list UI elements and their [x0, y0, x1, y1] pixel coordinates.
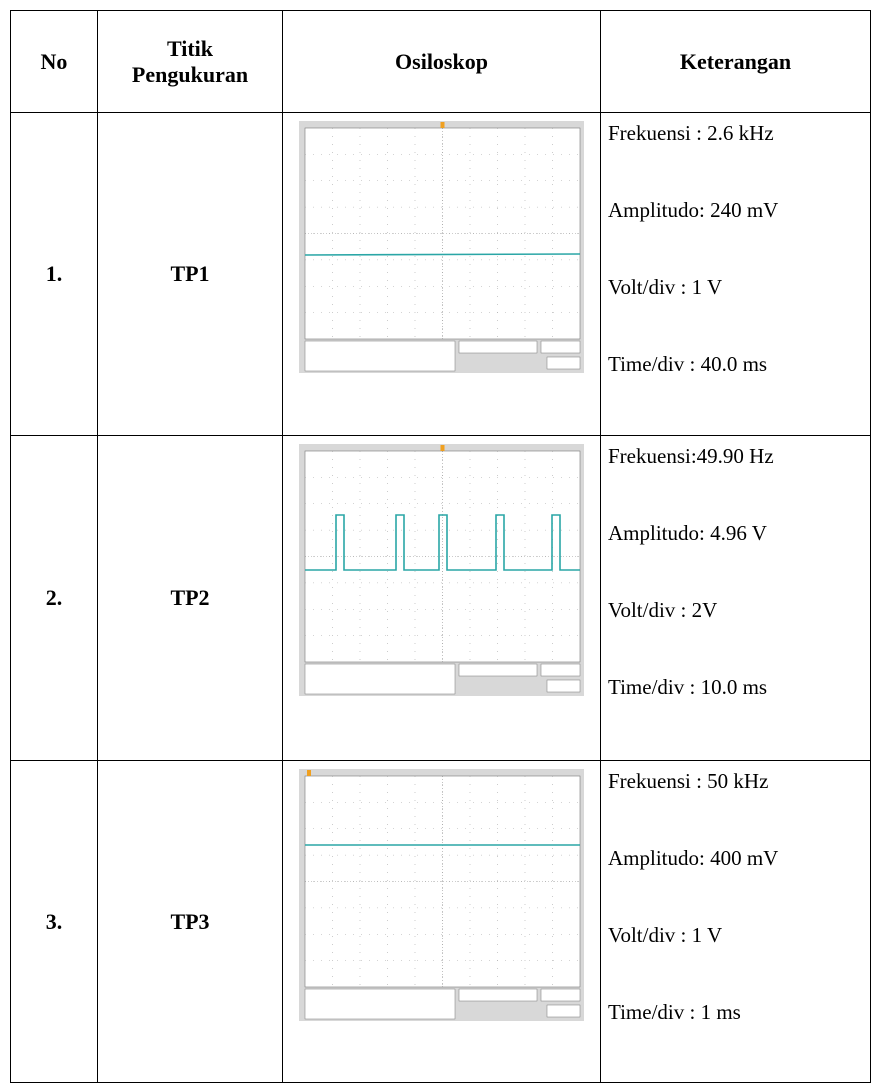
scope-info-panel [547, 357, 580, 369]
note-line: Volt/div : 1 V [608, 923, 870, 1000]
scope-info-panel [541, 989, 580, 1001]
oscilloscope-cell [283, 436, 601, 761]
scope-info-panel [459, 989, 537, 1001]
note-line: Amplitudo: 240 mV [608, 198, 870, 275]
note-line: Volt/div : 2V [608, 598, 870, 675]
row-number: 3. [11, 761, 98, 1083]
row-number: 1. [11, 113, 98, 436]
note-line: Frekuensi : 50 kHz [608, 769, 870, 846]
scope-info-panel [305, 989, 455, 1019]
header-row: No Titik Pengukuran Osiloskop Keterangan [11, 11, 871, 113]
note-line: Time/div : 40.0 ms [608, 352, 870, 429]
oscilloscope-screenshot [299, 769, 584, 1021]
scope-info-panel [459, 341, 537, 353]
trigger-marker [441, 122, 445, 128]
scope-info-panel [305, 341, 455, 371]
header-cell: Osiloskop [283, 11, 601, 113]
trigger-marker [307, 770, 311, 776]
header-cell: Keterangan [601, 11, 871, 113]
scope-info-panel [305, 664, 455, 694]
oscilloscope-screenshot [299, 121, 584, 373]
trigger-marker [441, 445, 445, 451]
note-line: Frekuensi:49.90 Hz [608, 444, 870, 521]
note-line: Time/div : 1 ms [608, 1000, 870, 1077]
measurement-point: TP3 [98, 761, 283, 1083]
oscilloscope-screenshot [299, 444, 584, 696]
measurement-table: No Titik Pengukuran Osiloskop Keterangan… [10, 10, 871, 1083]
scope-info-panel [541, 664, 580, 676]
measurement-point: TP2 [98, 436, 283, 761]
scope-info-panel [541, 341, 580, 353]
row-number: 2. [11, 436, 98, 761]
note-line: Amplitudo: 400 mV [608, 846, 870, 923]
scope-waveform [305, 254, 580, 255]
oscilloscope-cell [283, 761, 601, 1083]
oscilloscope-cell [283, 113, 601, 436]
note-line: Amplitudo: 4.96 V [608, 521, 870, 598]
scope-info-panel [459, 664, 537, 676]
header-text: Titik Pengukuran [130, 36, 250, 88]
header-cell: No [11, 11, 98, 113]
note-line: Frekuensi : 2.6 kHz [608, 121, 870, 198]
measurement-point: TP1 [98, 113, 283, 436]
scope-info-panel [547, 680, 580, 692]
note-line: Time/div : 10.0 ms [608, 675, 870, 752]
note-line: Volt/div : 1 V [608, 275, 870, 352]
header-cell: Titik Pengukuran [98, 11, 283, 113]
page: No Titik Pengukuran Osiloskop Keterangan… [0, 0, 879, 1091]
scope-info-panel [547, 1005, 580, 1017]
